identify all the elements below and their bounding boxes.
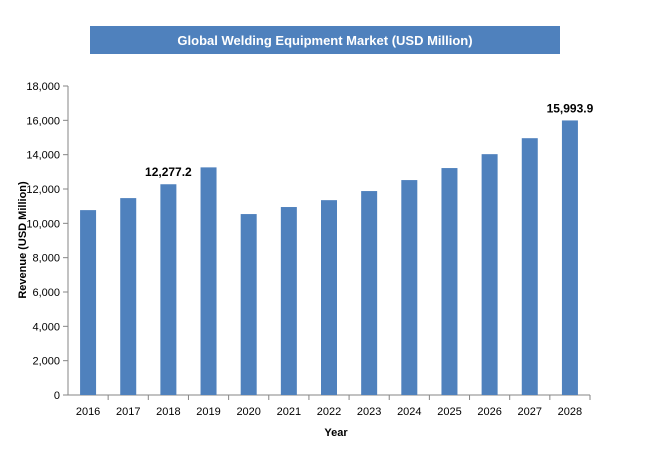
x-tick-label: 2020 [236, 406, 260, 418]
y-tick-label: 0 [54, 390, 60, 402]
y-tick-label: 2,000 [32, 356, 60, 368]
y-axis-label: Revenue (USD Million) [17, 181, 29, 299]
y-tick-label: 18,000 [26, 81, 60, 93]
bar-2027 [521, 138, 538, 396]
data-label: 15,993.9 [547, 101, 594, 115]
bar-2019 [200, 167, 217, 395]
bar-2022 [321, 200, 337, 395]
bar-2016 [80, 210, 97, 395]
x-tick-label: 2023 [357, 406, 381, 418]
x-tick-label: 2019 [196, 406, 220, 418]
x-tick-label: 2022 [317, 406, 341, 418]
data-label: 12,277.2 [145, 165, 192, 179]
y-tick-label: 14,000 [26, 150, 60, 162]
x-tick-label: 2024 [397, 406, 421, 418]
x-tick-label: 2017 [116, 406, 140, 418]
y-tick-label: 8,000 [32, 253, 60, 265]
y-tick-label: 16,000 [26, 115, 60, 127]
bar-2021 [280, 207, 297, 395]
bar-2026 [481, 154, 498, 395]
bar-2028 [561, 120, 578, 395]
x-axis-label: Year [324, 427, 348, 439]
x-tick-label: 2016 [76, 406, 100, 418]
bar-2020 [240, 214, 257, 395]
bar-2023 [361, 191, 378, 395]
y-tick-label: 10,000 [26, 218, 60, 230]
x-tick-label: 2025 [437, 406, 461, 418]
x-tick-label: 2026 [477, 406, 501, 418]
y-tick-label: 12,000 [26, 184, 60, 196]
y-tick-label: 6,000 [32, 287, 60, 299]
bar-2017 [120, 198, 137, 395]
chart-title: Global Welding Equipment Market (USD Mil… [90, 26, 560, 54]
y-tick-label: 4,000 [32, 321, 60, 333]
bar-2025 [441, 168, 458, 395]
bar-2024 [401, 180, 418, 395]
x-tick-label: 2018 [156, 406, 180, 418]
x-tick-label: 2021 [277, 406, 301, 418]
x-tick-label: 2027 [518, 406, 542, 418]
bar-2018 [160, 184, 177, 395]
x-tick-label: 2028 [558, 406, 582, 418]
